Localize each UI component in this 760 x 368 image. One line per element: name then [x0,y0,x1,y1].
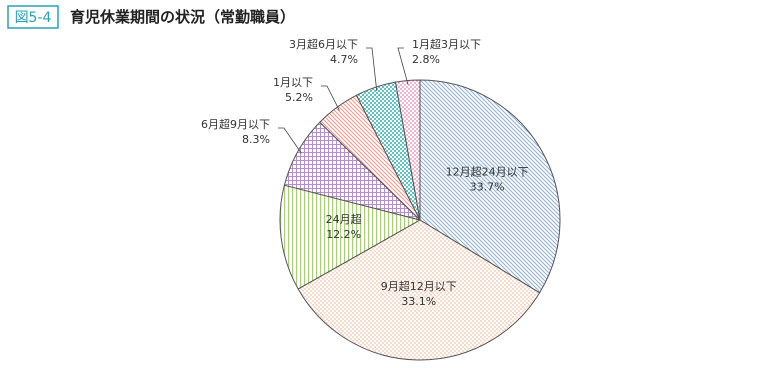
value-label: 2.8% [412,53,440,66]
slice-label: 9月超12月以下 [381,279,457,293]
value-label: 12.2% [326,228,361,241]
leader-line [397,47,409,85]
leader-line [278,127,302,154]
pie-slice [419,79,561,294]
value-label: 33.1% [401,295,436,308]
pie-slice [394,79,421,221]
slice-label: 24月超 [326,212,362,226]
slice-label: 6月超9月以下 [201,117,270,131]
value-label: 8.3% [242,133,270,146]
chart-title: 育児休業期間の状況（常勤職員） [70,8,295,26]
value-label: 4.7% [330,53,358,66]
slice-label: 1月超3月以下 [412,37,481,51]
leader-line [366,47,378,92]
leader-line [321,85,340,111]
value-label: 5.2% [285,91,313,104]
figure-label: 図5-4 [15,10,52,26]
figure-badge [7,5,59,29]
slice-label: 12月超24月以下 [446,164,529,178]
slice-label: 3月超6月以下 [289,37,358,51]
value-label: 33.7% [470,180,505,193]
slice-label: 1月以下 [273,76,313,89]
